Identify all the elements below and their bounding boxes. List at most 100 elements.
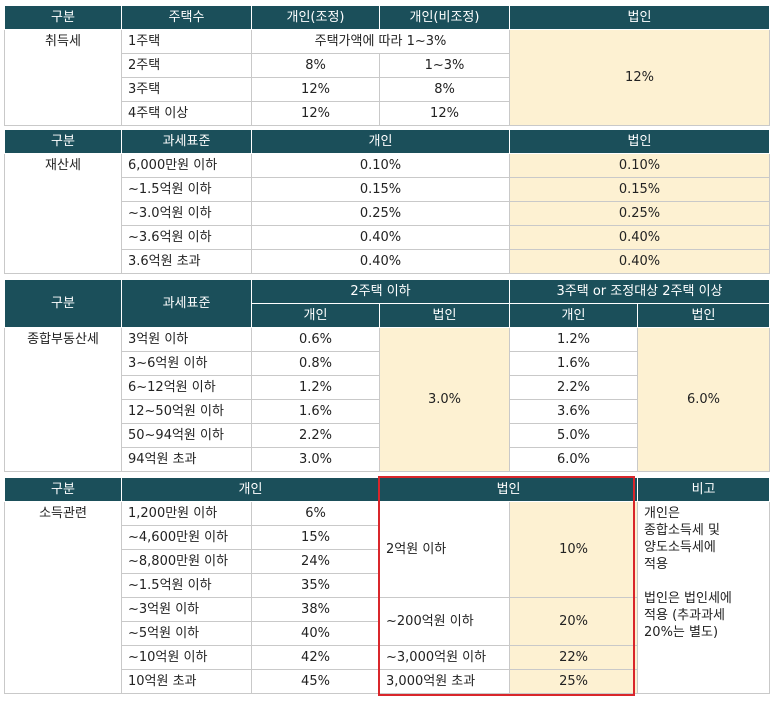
note-line: 개인은 — [644, 506, 680, 521]
table-row: 10억원 초과 45% 3,000억원 초과 25% — [5, 669, 770, 694]
note-line: 종합소득세 및 — [644, 523, 720, 538]
property-tax-table: 구분 과세표준 개인 법인 재산세 6,000만원 이하 0.10% 0.10%… — [4, 129, 770, 274]
tax-base-cell: ~3.0억원 이하 — [121, 201, 252, 226]
tax-base-cell: 3.6억원 초과 — [121, 249, 252, 274]
income-tax-table: 구분 개인 법인 비고 소득관련 1,200만원 이하 6% 2억원 이하 10… — [4, 477, 771, 694]
category-label: 소득관련 — [4, 501, 122, 694]
note-line: 법인은 법인세에 — [644, 591, 732, 606]
corp-rate-cell: 10% — [509, 501, 639, 598]
header-personal: 개인 — [509, 303, 638, 328]
table-row: ~3.6억원 이하 0.40% 0.40% — [5, 225, 770, 250]
personal-base-cell: ~8,800만원 이하 — [121, 549, 252, 574]
personal-rate-cell: 6.0% — [509, 447, 638, 472]
personal-rate-cell: 45% — [250, 669, 381, 694]
header-personal-nonadjusted: 개인(비조정) — [379, 5, 510, 30]
header-gubun: 구분 — [4, 279, 122, 328]
tax-base-cell: ~1.5억원 이하 — [121, 177, 252, 202]
header-personal: 개인 — [251, 129, 510, 154]
tax-base-cell: 6~12억원 이하 — [121, 375, 252, 400]
table-row: 50~94억원 이하 2.2% 5.0% — [5, 423, 770, 448]
adjusted-rate-cell: 12% — [251, 101, 380, 126]
personal-rate-cell: 38% — [250, 597, 381, 622]
personal-rate-cell: 0.15% — [251, 177, 510, 202]
header-note: 비고 — [637, 477, 771, 502]
personal-rate-cell: 0.40% — [251, 249, 510, 274]
header-corp: 법인 — [379, 303, 510, 328]
tax-base-cell: 50~94억원 이하 — [121, 423, 252, 448]
corp-rate-cell: 0.10% — [509, 153, 770, 178]
table-row: 3~6억원 이하 0.8% 1.6% — [5, 351, 770, 376]
nonadjusted-rate-cell: 8% — [379, 77, 510, 102]
header-corp: 법인 — [509, 5, 770, 30]
table-row: 2주택 8% 1~3% — [5, 53, 770, 78]
note-spacer — [644, 573, 763, 590]
adjusted-rate-cell: 8% — [251, 53, 380, 78]
personal-base-cell: ~1.5억원 이하 — [121, 573, 252, 598]
corp-base-cell: ~3,000억원 이하 — [379, 645, 511, 670]
header-row: 구분 주택수 개인(조정) 개인(비조정) 법인 — [4, 5, 770, 30]
personal-rate-cell: 1.2% — [251, 375, 380, 400]
personal-rate-cell: 3.0% — [251, 447, 380, 472]
homes-cell: 2주택 — [121, 53, 252, 78]
corp-base-cell: ~200억원 이하 — [379, 597, 511, 646]
header-personal: 개인 — [120, 477, 381, 502]
table-row: ~4,600만원 이하 15% — [5, 525, 770, 550]
header-homes: 주택수 — [121, 5, 252, 30]
tax-base-cell: 3억원 이하 — [121, 327, 252, 352]
personal-rate-cell: 1.6% — [251, 399, 380, 424]
merged-rate-cell: 주택가액에 따라 1~3% — [251, 29, 510, 54]
table-row: ~3.0억원 이하 0.25% 0.25% — [5, 201, 770, 226]
corp-rate-cell: 3.0% — [379, 327, 510, 472]
table-row: 소득관련 1,200만원 이하 6% 2억원 이하 10% 개인은 종합소득세 … — [4, 501, 771, 694]
header-corp: 법인 — [379, 477, 639, 502]
table-row: 재산세 6,000만원 이하 0.10% 0.10% — [4, 153, 770, 274]
tax-base-cell: ~3.6억원 이하 — [121, 225, 252, 250]
note-line: 적용 (추과과세 — [644, 608, 725, 623]
personal-base-cell: 1,200만원 이하 — [121, 501, 252, 526]
nonadjusted-rate-cell: 12% — [379, 101, 510, 126]
table-row: ~1.5억원 이하 0.15% 0.15% — [5, 177, 770, 202]
header-row: 구분 개인 법인 비고 — [4, 477, 771, 502]
personal-rate-cell: 0.6% — [251, 327, 380, 352]
table-row: 94억원 초과 3.0% 6.0% — [5, 447, 770, 472]
personal-rate-cell: 0.25% — [251, 201, 510, 226]
header-corp: 법인 — [636, 303, 771, 328]
corp-base-cell: 3,000억원 초과 — [379, 669, 511, 694]
personal-rate-cell: 0.10% — [251, 153, 510, 178]
table-row: ~3억원 이하 38% ~200억원 이하 20% — [5, 597, 770, 646]
personal-rate-cell: 35% — [250, 573, 381, 598]
personal-base-cell: ~5억원 이하 — [121, 621, 252, 646]
table-row: ~5억원 이하 40% — [5, 621, 770, 646]
personal-rate-cell: 3.6% — [509, 399, 638, 424]
personal-rate-cell: 0.8% — [251, 351, 380, 376]
personal-rate-cell: 5.0% — [509, 423, 638, 448]
table-row: 종합부동산세 3억원 이하 0.6% 3.0% 1.2% 6.0% — [4, 327, 771, 472]
tax-base-cell: 6,000만원 이하 — [121, 153, 252, 178]
personal-rate-cell: 2.2% — [509, 375, 638, 400]
header-gubun: 구분 — [4, 477, 122, 502]
header-row: 구분 과세표준 개인 법인 — [4, 129, 770, 154]
personal-rate-cell: 15% — [250, 525, 381, 550]
corp-rate-cell: 22% — [509, 645, 639, 670]
personal-rate-cell: 1.6% — [509, 351, 638, 376]
personal-base-cell: 10억원 초과 — [121, 669, 252, 694]
note-line: 양도소득세에 — [644, 540, 716, 555]
personal-rate-cell: 1.2% — [509, 327, 638, 352]
table-row: 취득세 1주택 주택가액에 따라 1~3% 12% — [4, 29, 770, 126]
personal-rate-cell: 24% — [250, 549, 381, 574]
tax-base-cell: 94억원 초과 — [121, 447, 252, 472]
table-row: ~8,800만원 이하 24% — [5, 549, 770, 574]
table-row: 3.6억원 초과 0.40% 0.40% — [5, 249, 770, 274]
header-gubun: 구분 — [4, 129, 122, 154]
header-tax-base: 과세표준 — [121, 279, 252, 328]
corp-rate-cell: 0.15% — [509, 177, 770, 202]
header-row: 구분 과세표준 2주택 이하 3주택 or 조정대상 2주택 이상 — [4, 279, 771, 328]
category-label: 종합부동산세 — [4, 327, 122, 472]
header-personal: 개인 — [251, 303, 380, 328]
homes-cell: 3주택 — [121, 77, 252, 102]
personal-base-cell: ~3억원 이하 — [121, 597, 252, 622]
note-line: 20%는 별도) — [644, 625, 719, 640]
corp-rate-cell: 0.40% — [509, 225, 770, 250]
table-row: 3주택 12% 8% — [5, 77, 770, 102]
personal-rate-cell: 2.2% — [251, 423, 380, 448]
